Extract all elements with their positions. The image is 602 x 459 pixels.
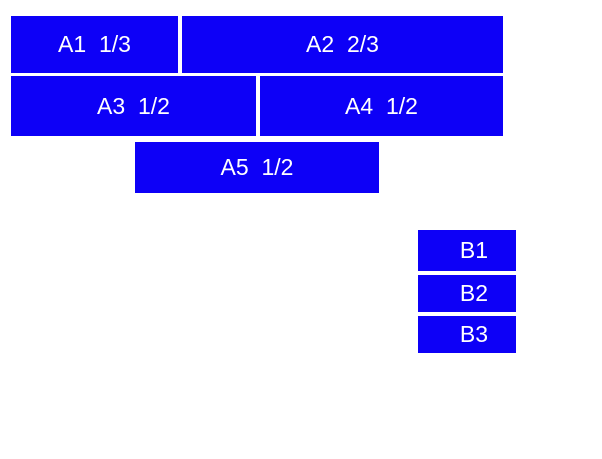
box-b3[interactable]: B3 (418, 316, 516, 353)
box-b1[interactable]: B1 (418, 230, 516, 271)
box-b3-label: B3 (459, 321, 489, 347)
box-a4[interactable]: A4 1/2 (260, 76, 503, 136)
box-b2-label: B2 (459, 280, 489, 306)
group-a-row-1: A1 1/3 A2 2/3 (11, 16, 503, 73)
box-a5[interactable]: A5 1/2 (135, 142, 379, 193)
box-a3-label: A3 1/2 (97, 92, 170, 119)
box-a5-label: A5 1/2 (220, 154, 294, 180)
box-b1-label: B1 (459, 237, 489, 263)
box-a2[interactable]: A2 2/3 (182, 16, 503, 73)
box-a2-label: A2 2/3 (306, 31, 379, 57)
box-a3[interactable]: A3 1/2 (11, 76, 256, 136)
box-b2[interactable]: B2 (418, 275, 516, 312)
group-a-row-2: A3 1/2 A4 1/2 (11, 76, 503, 136)
box-a1[interactable]: A1 1/3 (11, 16, 178, 73)
group-a: A1 1/3 A2 2/3 A3 1/2 A4 1/2 A5 1/2 (11, 16, 503, 193)
box-a4-label: A4 1/2 (345, 92, 418, 119)
group-a-row-3: A5 1/2 (11, 142, 503, 193)
group-b: B1 B2 B3 (418, 230, 516, 353)
box-a1-label: A1 1/3 (58, 31, 131, 57)
